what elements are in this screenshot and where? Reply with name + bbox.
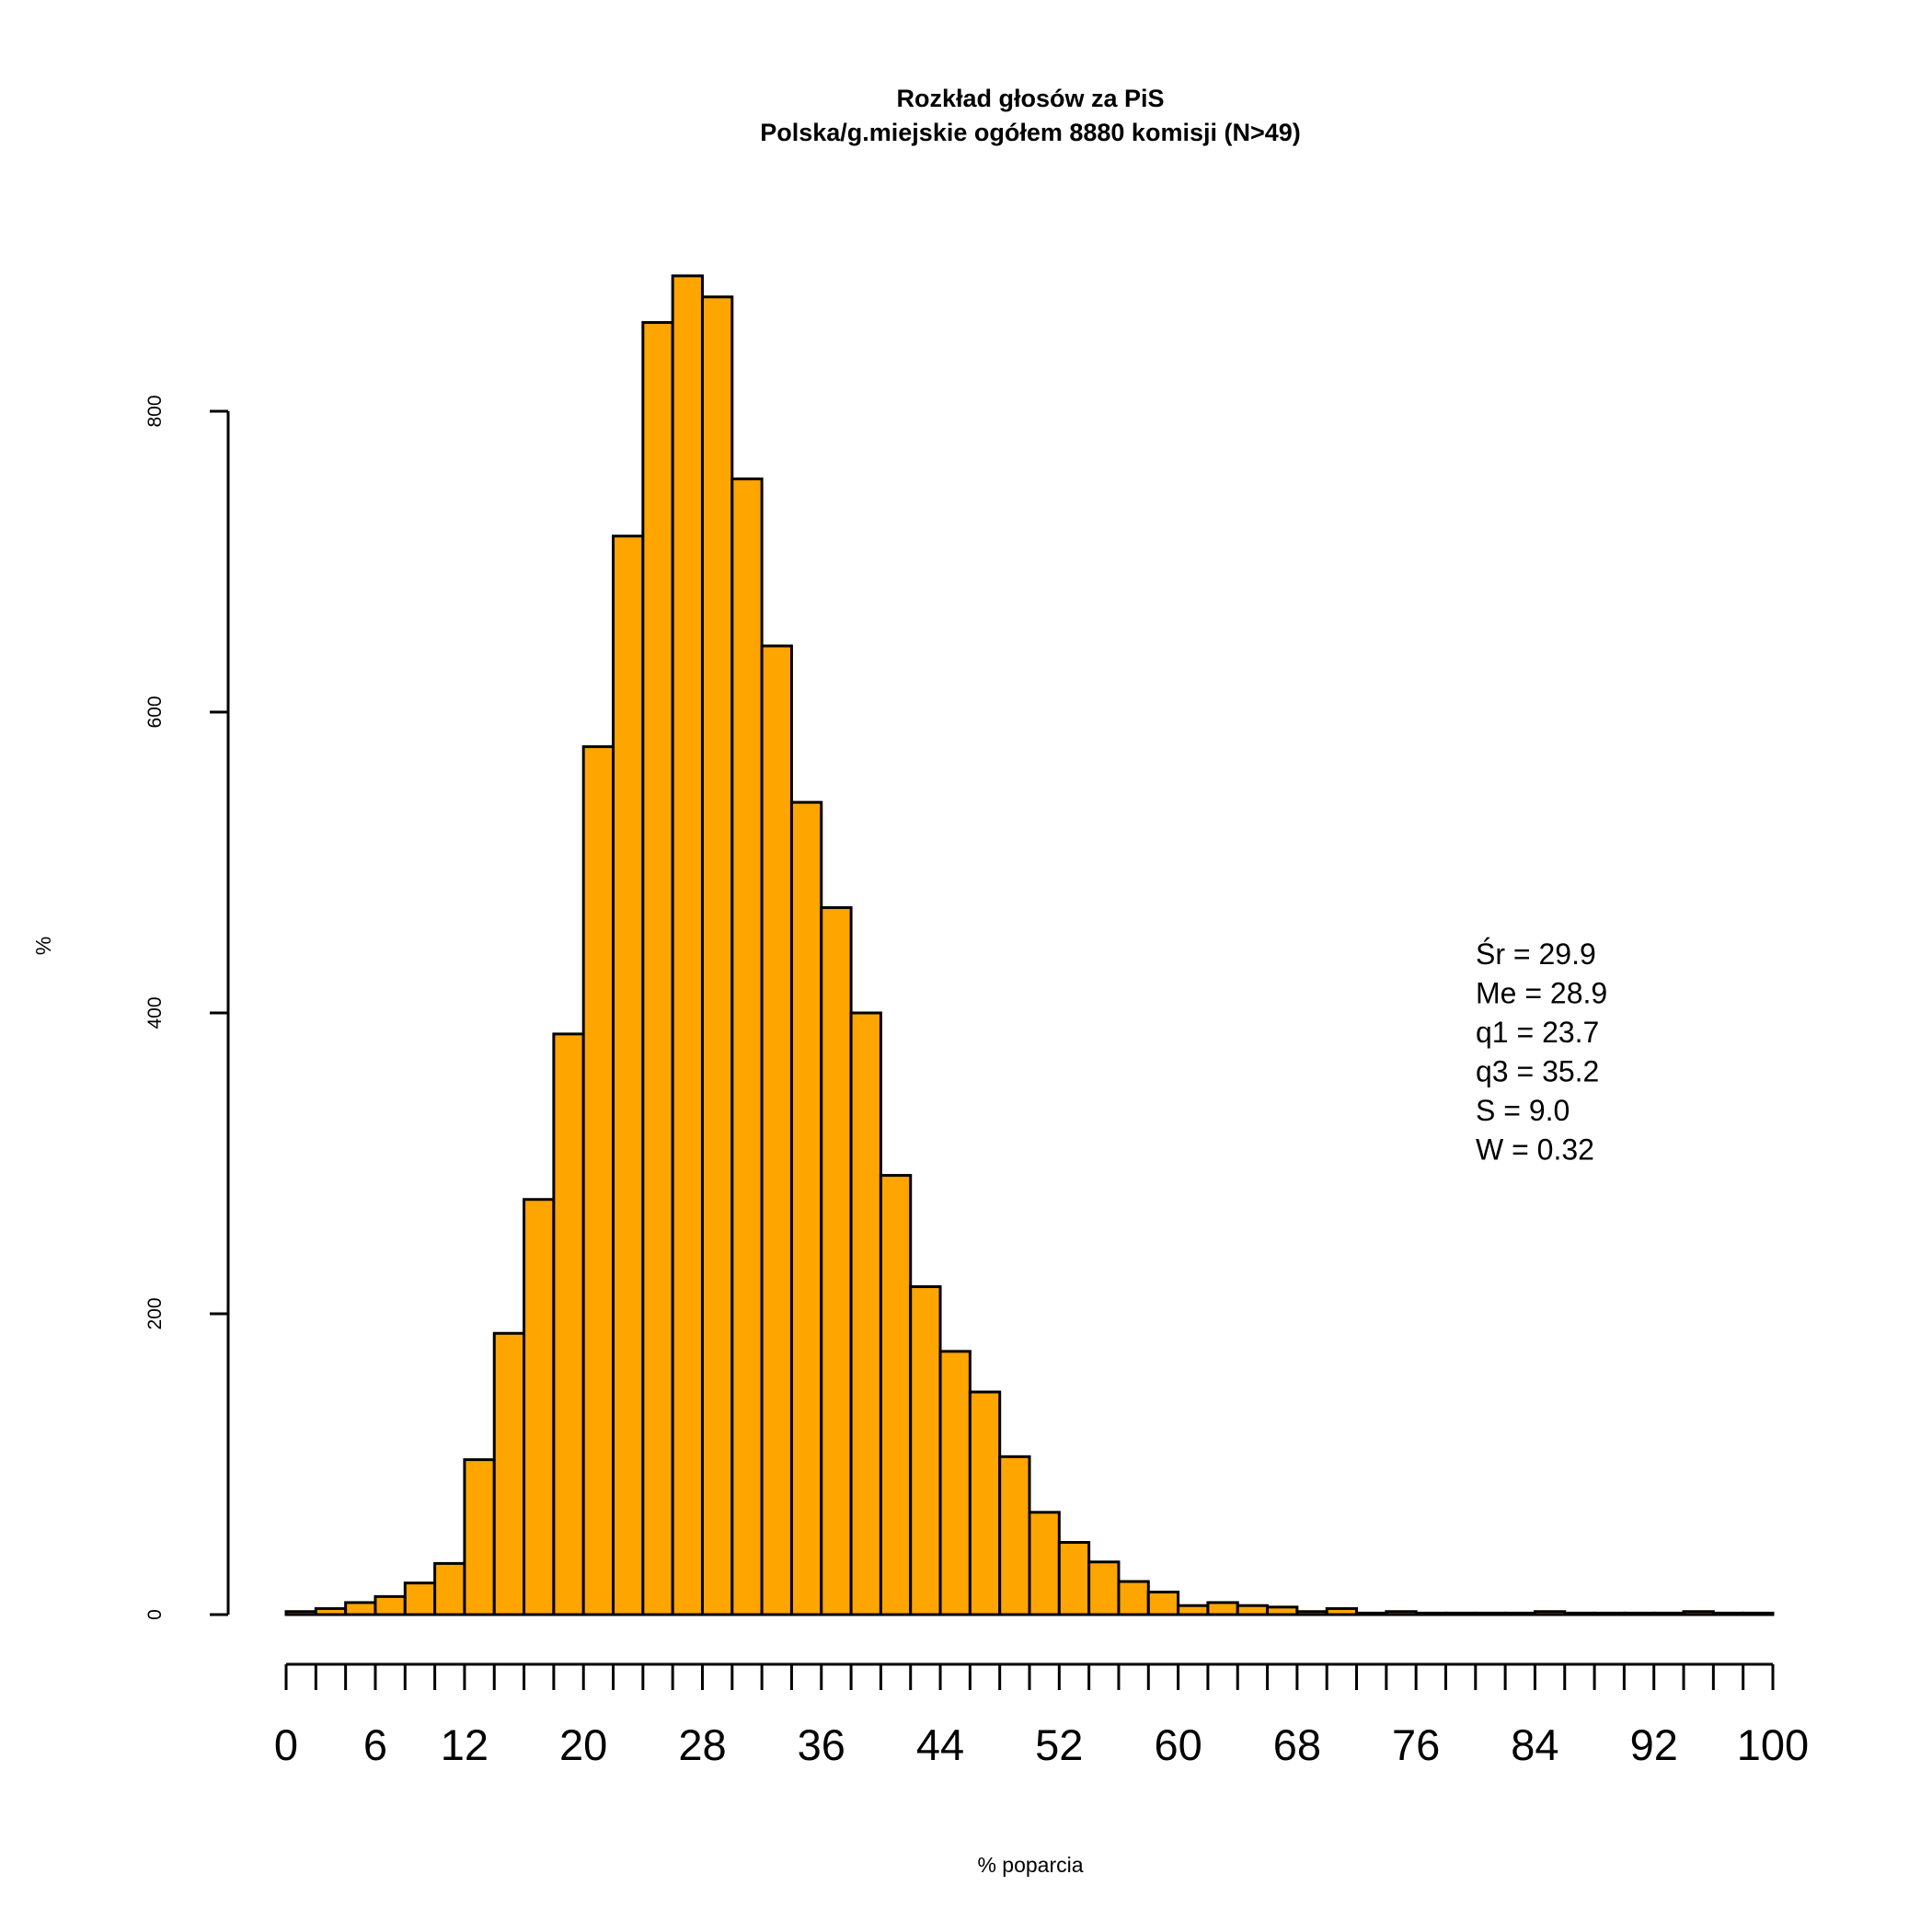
x-tick-label: 60 [1154, 1720, 1202, 1769]
x-tick-label: 84 [1511, 1720, 1558, 1769]
histogram-bar [463, 1458, 496, 1616]
stat-line: Me = 28.9 [1476, 977, 1607, 1010]
stat-line: q3 = 35.2 [1476, 1055, 1599, 1088]
x-tick-label: 100 [1737, 1720, 1809, 1769]
histogram-bar [671, 274, 704, 1616]
x-tick-label: 12 [441, 1720, 489, 1769]
histogram-bar [849, 1011, 882, 1616]
y-tick-label: 0 [144, 1609, 166, 1620]
x-axis-title: % poparcia [977, 1853, 1083, 1877]
histogram-bar [1206, 1601, 1239, 1616]
histogram-bar [1146, 1590, 1180, 1616]
histogram-bar [968, 1390, 1002, 1616]
histogram-bar [612, 535, 645, 1616]
histogram-bar [492, 1331, 526, 1616]
x-tick-label: 68 [1273, 1720, 1321, 1769]
histogram-bar [581, 745, 615, 1616]
chart-subtitle: Polska/g.miejskie ogółem 8880 komisji (N… [760, 119, 1301, 146]
x-tick-label: 36 [798, 1720, 845, 1769]
histogram-bar [700, 295, 734, 1616]
x-tick-label: 76 [1392, 1720, 1440, 1769]
histogram-bar [552, 1032, 585, 1616]
stat-line: W = 0.32 [1476, 1133, 1594, 1167]
histogram-bar [879, 1174, 913, 1616]
y-tick-label: 800 [144, 395, 166, 427]
x-tick-label: 28 [678, 1720, 726, 1769]
histogram-bar [1087, 1560, 1121, 1616]
y-tick-label: 400 [144, 996, 166, 1029]
histogram-bar [433, 1561, 466, 1616]
stat-line: Śr = 29.9 [1476, 937, 1596, 971]
bars-group [284, 274, 1775, 1616]
histogram-bar [820, 906, 853, 1616]
x-tick-label: 0 [274, 1720, 298, 1769]
histogram-bar [641, 321, 674, 1616]
stat-line: S = 9.0 [1476, 1094, 1570, 1127]
y-tick-label: 200 [144, 1297, 166, 1329]
histogram-bar [523, 1198, 556, 1616]
histogram-bar [760, 644, 793, 1616]
x-tick-label: 52 [1035, 1720, 1083, 1769]
stat-line: q1 = 23.7 [1476, 1016, 1599, 1049]
histogram-bar [789, 800, 823, 1616]
histogram-bar [998, 1455, 1031, 1616]
x-tick-label: 44 [916, 1720, 964, 1769]
y-axis: 0 200 400 600 800 [144, 395, 230, 1620]
x-tick-label: 20 [559, 1720, 607, 1769]
histogram-bar [730, 477, 764, 1616]
summary-statistics: Śr = 29.9 Me = 28.9 q1 = 23.7 q3 = 35.2 S = … [1476, 937, 1607, 1167]
x-tick-label: 6 [363, 1720, 387, 1769]
y-axis-title: % [31, 937, 55, 955]
histogram-bar [1117, 1580, 1150, 1616]
histogram-bar [938, 1350, 972, 1616]
histogram-bar [403, 1581, 437, 1616]
histogram-bar [909, 1285, 942, 1616]
chart-title: Rozkład głosów za PiS [896, 85, 1164, 112]
x-tick-label: 92 [1630, 1720, 1678, 1769]
x-axis: 0 6 12 20 28 36 44 52 60 68 76 84 92 100 [274, 1662, 1809, 1769]
histogram-bar [1028, 1511, 1061, 1616]
histogram-bar [344, 1601, 377, 1616]
y-tick-label: 600 [144, 696, 166, 728]
histogram-bar [1057, 1541, 1091, 1616]
histogram-bar [374, 1594, 407, 1616]
